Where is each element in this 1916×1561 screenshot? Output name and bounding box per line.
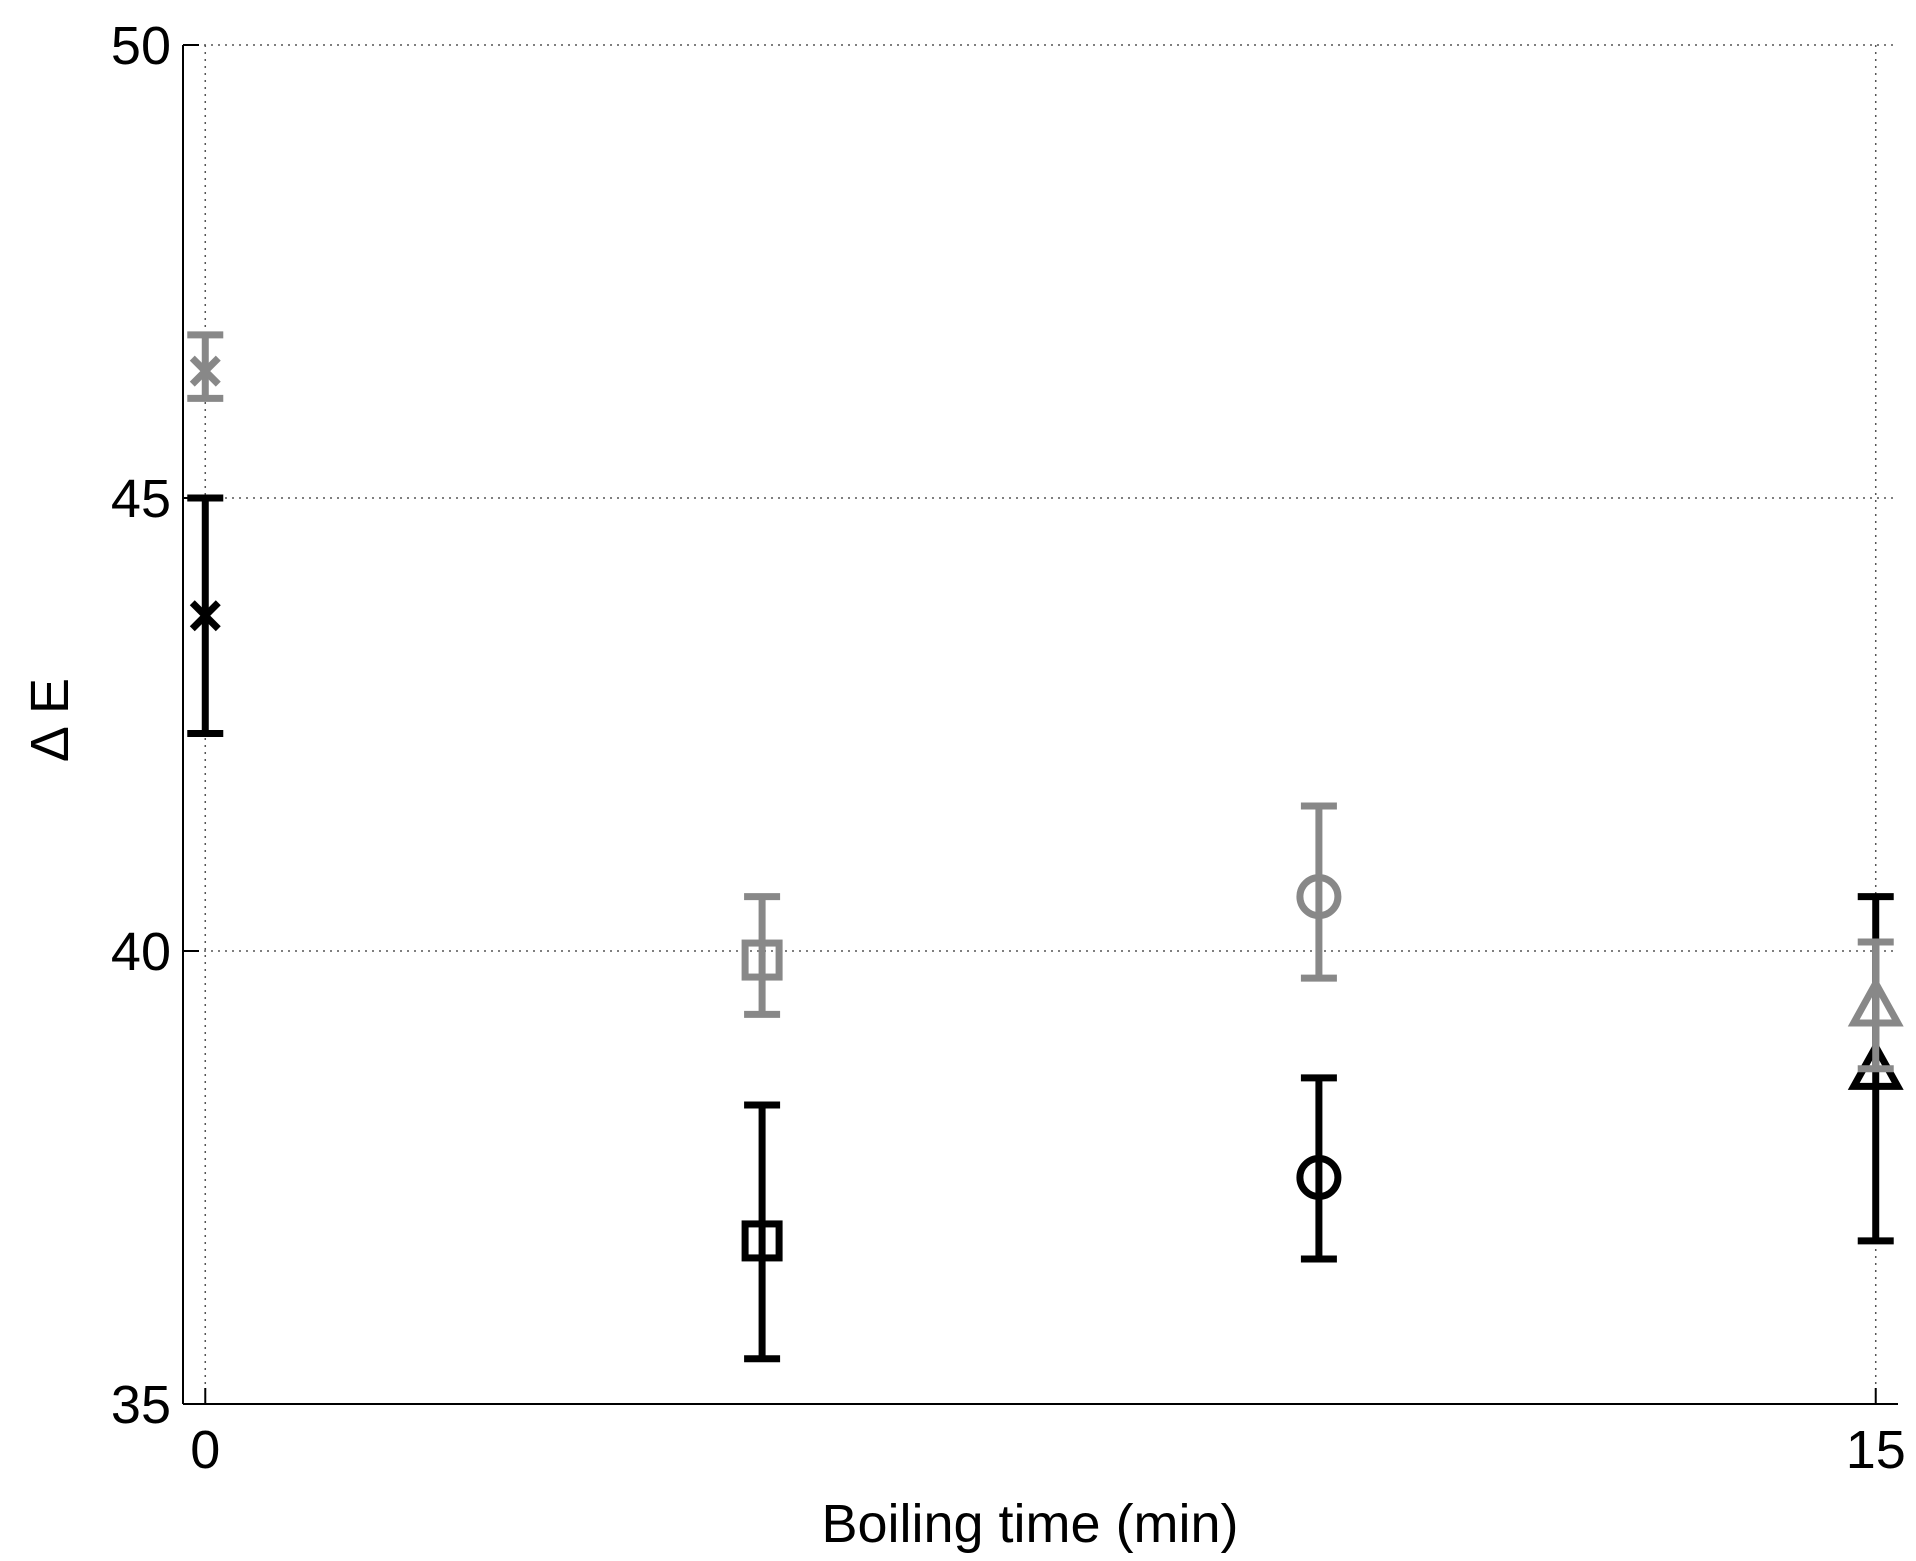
error-bar xyxy=(744,893,781,1018)
series-2 xyxy=(187,331,1904,1073)
plot-area xyxy=(187,331,1904,1363)
data-point-x-marker xyxy=(189,355,221,387)
y-tick-label: 35 xyxy=(111,1375,171,1435)
x-tick-label: 15 xyxy=(1846,1420,1906,1480)
y-tick-label: 50 xyxy=(111,16,171,76)
data-point-circle-marker xyxy=(1296,874,1342,920)
error-bar xyxy=(744,1101,781,1363)
x-marker-stroke xyxy=(189,355,221,387)
data-point-circle-marker xyxy=(1296,1155,1342,1200)
error-bar xyxy=(1300,1074,1337,1263)
data-point-square-marker xyxy=(741,939,783,981)
x-marker-stroke xyxy=(189,600,221,632)
data-point-square-marker xyxy=(741,1220,783,1262)
error-bar xyxy=(1300,802,1337,982)
grid-lines xyxy=(183,44,1898,1404)
error-bar xyxy=(1857,938,1894,1073)
data-point-triangle-marker xyxy=(1847,976,1904,1027)
data-point-x-marker xyxy=(189,600,221,632)
y-tick-label: 45 xyxy=(111,469,171,529)
axes: 35 40 45 50 0 15 xyxy=(111,16,1906,1480)
y-axis-label: Δ E xyxy=(20,678,80,762)
x-axis-label: Boiling time (min) xyxy=(821,1494,1238,1554)
series-1 xyxy=(187,494,1904,1363)
x-tick-label: 0 xyxy=(190,1420,220,1480)
y-tick-label: 40 xyxy=(111,922,171,982)
